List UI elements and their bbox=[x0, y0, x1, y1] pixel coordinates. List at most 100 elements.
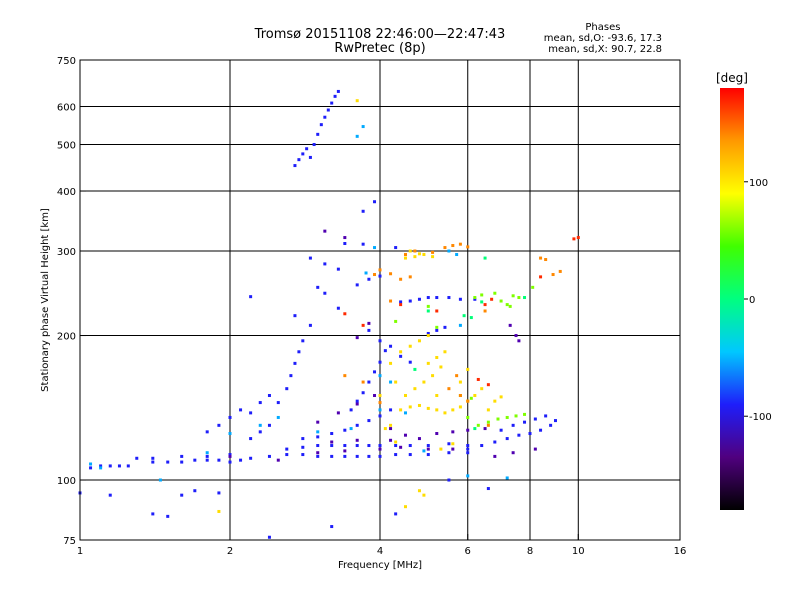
chart-subtitle: RwPretec (8p) bbox=[334, 41, 426, 56]
data-point bbox=[343, 312, 347, 316]
data-point bbox=[166, 514, 170, 518]
data-point bbox=[355, 423, 359, 427]
data-point bbox=[443, 325, 447, 329]
data-point bbox=[316, 285, 320, 289]
data-point bbox=[473, 296, 477, 300]
data-point bbox=[466, 444, 470, 448]
data-points-layer bbox=[78, 89, 580, 539]
data-point bbox=[499, 395, 503, 399]
data-point bbox=[343, 444, 347, 448]
x-axis-label: Frequency [MHz] bbox=[338, 560, 422, 571]
data-point bbox=[408, 275, 412, 279]
data-point bbox=[426, 406, 430, 410]
data-point bbox=[343, 454, 347, 458]
data-point bbox=[426, 309, 430, 313]
data-point bbox=[378, 408, 382, 412]
data-point bbox=[431, 374, 435, 378]
y-tick-label: 400 bbox=[57, 187, 76, 198]
data-point bbox=[285, 447, 289, 451]
data-point bbox=[443, 411, 447, 415]
y-tick-label: 750 bbox=[57, 56, 76, 67]
data-point bbox=[355, 283, 359, 287]
grid-layer bbox=[80, 60, 680, 540]
data-point bbox=[483, 303, 487, 307]
x-tick-label: 1 bbox=[77, 546, 83, 557]
data-point bbox=[426, 444, 430, 448]
data-point bbox=[422, 380, 426, 384]
data-point bbox=[480, 387, 484, 391]
colorbar: 100 0 -100 [deg] bbox=[716, 71, 772, 510]
data-point bbox=[316, 444, 320, 448]
data-point bbox=[455, 374, 459, 378]
data-point bbox=[394, 512, 398, 516]
data-point bbox=[505, 437, 509, 441]
data-point bbox=[408, 444, 412, 448]
data-point bbox=[308, 256, 312, 260]
data-point bbox=[336, 411, 340, 415]
data-point bbox=[466, 415, 470, 419]
data-point bbox=[451, 430, 455, 434]
data-point bbox=[493, 291, 497, 295]
data-point bbox=[355, 99, 359, 103]
data-point bbox=[89, 462, 93, 466]
data-point bbox=[323, 115, 327, 119]
data-point bbox=[343, 374, 347, 378]
data-point bbox=[330, 440, 334, 444]
data-point bbox=[276, 458, 280, 462]
data-point bbox=[399, 354, 403, 358]
phase-stats-x: mean, sd,X: 90.7, 22.8 bbox=[548, 44, 662, 55]
data-point bbox=[361, 391, 365, 395]
data-point bbox=[447, 442, 451, 446]
data-point bbox=[431, 255, 435, 259]
data-point bbox=[108, 493, 112, 497]
data-point bbox=[466, 428, 470, 432]
data-point bbox=[378, 360, 382, 364]
data-point bbox=[126, 464, 130, 468]
data-point bbox=[455, 253, 459, 257]
data-point bbox=[508, 304, 512, 308]
data-point bbox=[301, 445, 305, 449]
data-point bbox=[517, 433, 521, 437]
data-point bbox=[466, 474, 470, 478]
data-point bbox=[308, 155, 312, 159]
data-point bbox=[217, 509, 221, 513]
data-point bbox=[228, 460, 232, 464]
data-point bbox=[108, 464, 112, 468]
data-point bbox=[408, 344, 412, 348]
data-point bbox=[447, 387, 451, 391]
data-point bbox=[249, 437, 253, 441]
data-point bbox=[511, 423, 515, 427]
data-point bbox=[514, 334, 518, 338]
data-point bbox=[378, 394, 382, 398]
data-point bbox=[486, 423, 490, 427]
data-point bbox=[217, 491, 221, 495]
data-point bbox=[511, 294, 515, 298]
data-point bbox=[413, 255, 417, 259]
data-point bbox=[523, 412, 527, 416]
data-point bbox=[426, 361, 430, 365]
data-point bbox=[330, 525, 334, 529]
data-point bbox=[312, 143, 316, 147]
data-point bbox=[539, 428, 543, 432]
data-point bbox=[394, 440, 398, 444]
data-point bbox=[364, 271, 368, 275]
data-point bbox=[373, 246, 377, 250]
data-point bbox=[330, 101, 334, 105]
data-point bbox=[330, 432, 334, 436]
data-point bbox=[417, 339, 421, 343]
data-point bbox=[378, 444, 382, 448]
data-point bbox=[330, 454, 334, 458]
data-point bbox=[355, 134, 359, 138]
data-point bbox=[483, 309, 487, 313]
data-point bbox=[383, 427, 387, 431]
data-point bbox=[166, 460, 170, 464]
data-point bbox=[326, 108, 330, 112]
data-point bbox=[228, 432, 232, 436]
data-point bbox=[417, 403, 421, 407]
data-point bbox=[517, 339, 521, 343]
data-point bbox=[267, 394, 271, 398]
data-point bbox=[301, 437, 305, 441]
x-tick-label: 4 bbox=[377, 546, 383, 557]
chart-title: Tromsø 20151108 22:46:00—22:47:43 bbox=[254, 27, 506, 42]
data-point bbox=[572, 237, 576, 241]
